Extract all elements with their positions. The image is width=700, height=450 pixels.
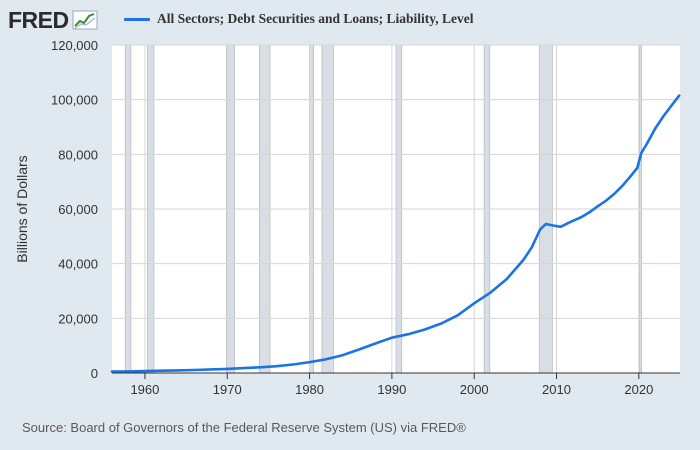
x-tick-label: 2000: [460, 382, 489, 397]
y-tick-label: 120,000: [51, 38, 98, 53]
line-chart: 1960 1970 1980 1990 2000 2010 2020 0 20,000 40,00…: [14, 38, 681, 397]
series-line: [110, 94, 681, 373]
trend-chart-icon: [72, 10, 98, 30]
x-tick-label: 1970: [213, 382, 242, 397]
legend-series-label: All Sectors; Debt Securities and Loans; …: [157, 11, 474, 26]
y-tick-label: 0: [91, 366, 98, 381]
x-tick-label: 1960: [130, 382, 159, 397]
y-tick-label: 20,000: [58, 311, 98, 326]
chart-header: FRED All Sectors; Debt Securities and Lo…: [0, 0, 700, 40]
fred-logo-text: FRED: [8, 6, 69, 33]
y-axis-title: Billions of Dollars: [14, 155, 30, 262]
source-note: Source: Board of Governors of the Federa…: [22, 420, 466, 435]
x-tick-label: 2010: [542, 382, 571, 397]
y-tick-label: 40,000: [58, 257, 98, 272]
x-tick-label: 1990: [377, 382, 406, 397]
y-tick-label: 80,000: [58, 147, 98, 162]
fred-logo[interactable]: FRED: [8, 7, 98, 33]
x-tick-label: 2020: [624, 382, 653, 397]
y-tick-label: 100,000: [51, 93, 98, 108]
legend-swatch: [124, 17, 150, 21]
x-tick-label: 1980: [295, 382, 324, 397]
y-tick-label: 60,000: [58, 202, 98, 217]
chart-legend: All Sectors; Debt Securities and Loans; …: [124, 11, 474, 27]
